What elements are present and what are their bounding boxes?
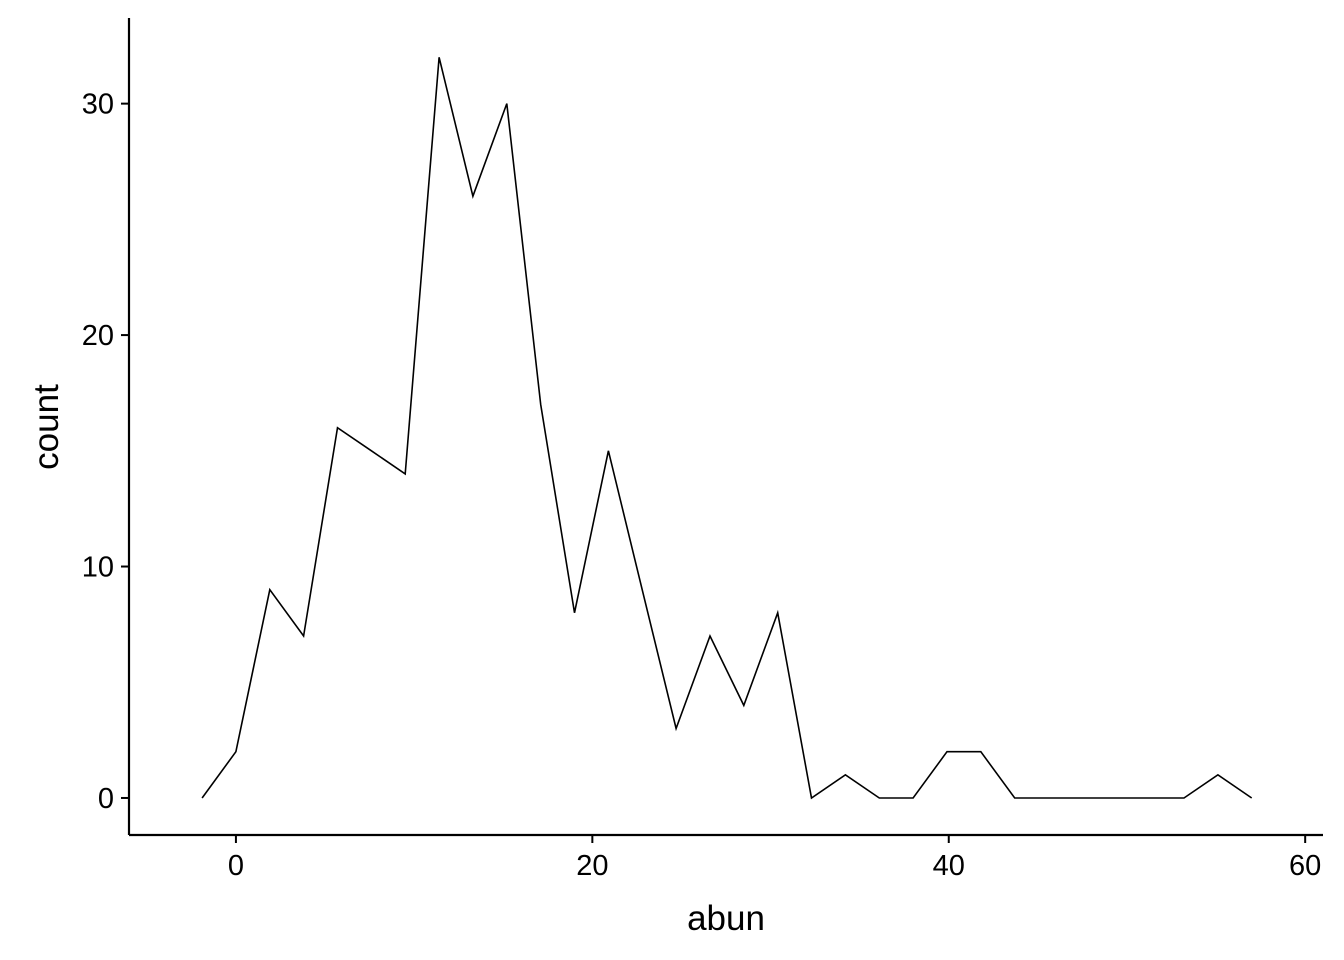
y-axis-ticks: 0 10 20 30 <box>82 89 129 815</box>
y-tick-label: 20 <box>82 320 114 352</box>
y-tick-label: 0 <box>98 783 114 815</box>
y-axis-title: count <box>27 384 66 470</box>
x-tick-label: 60 <box>1289 850 1321 882</box>
x-tick-label: 40 <box>933 850 965 882</box>
y-tick-label: 30 <box>82 89 114 121</box>
x-tick-label: 0 <box>228 850 244 882</box>
series-line <box>201 57 1253 800</box>
x-axis-ticks: 0 20 40 60 <box>228 835 1321 882</box>
x-axis-title: abun <box>687 899 765 938</box>
x-tick-label: 20 <box>576 850 608 882</box>
y-tick-label: 10 <box>82 552 114 584</box>
